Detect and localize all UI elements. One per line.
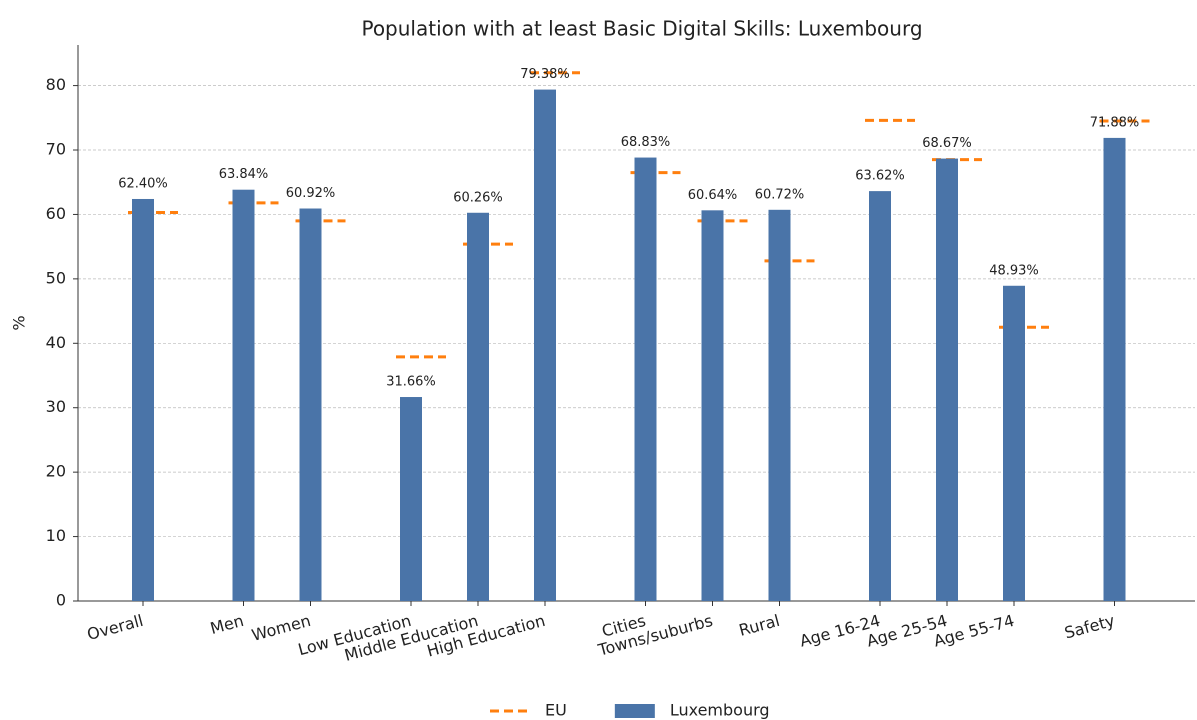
value-label: 71.88% [1090, 115, 1140, 130]
bar [232, 189, 255, 602]
bar [1103, 137, 1126, 601]
x-tick-label: Rural [737, 611, 782, 640]
y-tick-label: 0 [56, 591, 66, 610]
bar [869, 191, 891, 601]
y-tick-label: 60 [46, 204, 66, 223]
value-label: 62.40% [118, 176, 168, 191]
value-label: 63.84% [219, 167, 269, 182]
y-tick-label: 30 [46, 397, 66, 416]
value-label: 60.26% [453, 190, 503, 205]
y-axis-label: % [10, 315, 29, 330]
value-label: 60.92% [286, 186, 336, 201]
bar [936, 158, 958, 601]
legend-swatch [614, 704, 655, 718]
bar [467, 212, 489, 601]
chart-title: Population with at least Basic Digital S… [361, 17, 922, 41]
legend-label: Luxembourg [670, 701, 770, 720]
y-tick-label: 10 [46, 526, 66, 545]
y-tick-label: 40 [46, 333, 66, 352]
bar [299, 208, 322, 601]
bar [534, 89, 556, 602]
y-tick-label: 20 [46, 462, 66, 481]
bar [768, 209, 791, 601]
bar [400, 397, 422, 601]
y-tick-label: 80 [46, 75, 66, 94]
value-label: 79.38% [520, 67, 570, 82]
y-tick-label: 70 [46, 140, 66, 159]
value-label: 63.62% [855, 169, 905, 184]
legend-label: EU [545, 701, 567, 720]
value-label: 31.66% [386, 375, 436, 390]
value-label: 60.64% [688, 188, 738, 203]
value-label: 60.72% [755, 187, 805, 202]
bar [1003, 285, 1025, 601]
x-tick-label: Men [208, 611, 246, 638]
value-label: 68.67% [922, 136, 972, 151]
y-tick-label: 50 [46, 268, 66, 287]
value-label: 68.83% [621, 135, 671, 150]
x-tick-label: Safety [1062, 611, 1116, 643]
x-tick-label: Overall [85, 611, 145, 644]
bar [132, 198, 154, 602]
bar [701, 210, 724, 602]
bar [634, 157, 657, 601]
value-label: 48.93% [989, 263, 1039, 278]
